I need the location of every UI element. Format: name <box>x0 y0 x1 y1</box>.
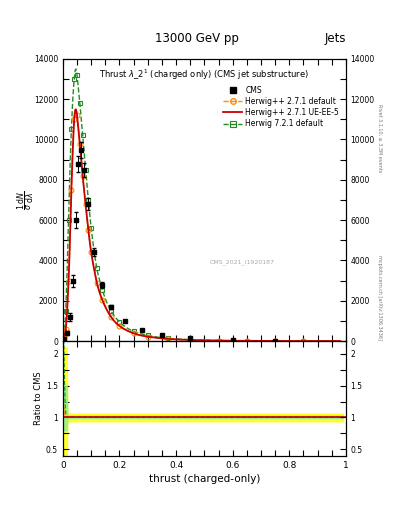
Legend: CMS, Herwig++ 2.7.1 default, Herwig++ 2.7.1 UE-EE-5, Herwig 7.2.1 default: CMS, Herwig++ 2.7.1 default, Herwig++ 2.… <box>220 82 342 132</box>
Y-axis label: Ratio to CMS: Ratio to CMS <box>34 372 43 425</box>
X-axis label: thrust (charged-only): thrust (charged-only) <box>149 474 260 484</box>
Text: Rivet 3.1.10, ≥ 3.3M events: Rivet 3.1.10, ≥ 3.3M events <box>377 104 382 173</box>
Text: Thrust $\lambda\_2^1$ (charged only) (CMS jet substructure): Thrust $\lambda\_2^1$ (charged only) (CM… <box>99 68 309 82</box>
Text: 13000 GeV pp: 13000 GeV pp <box>154 32 239 45</box>
Text: $\frac{1}{\sigma}\frac{\mathrm{d}N}{\mathrm{d}\lambda}$: $\frac{1}{\sigma}\frac{\mathrm{d}N}{\mat… <box>15 190 37 209</box>
Text: CMS_2021_I1920187: CMS_2021_I1920187 <box>210 259 275 265</box>
Text: mcplots.cern.ch [arXiv:1306.3436]: mcplots.cern.ch [arXiv:1306.3436] <box>377 254 382 339</box>
Text: Jets: Jets <box>324 32 346 45</box>
